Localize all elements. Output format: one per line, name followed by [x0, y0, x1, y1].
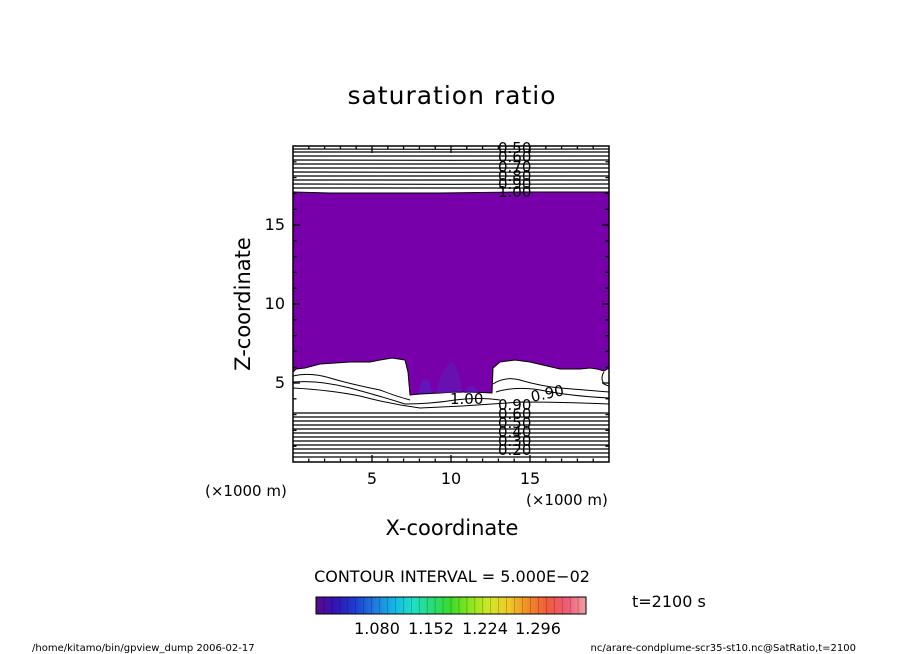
y-tick-label: 5: [275, 373, 285, 392]
z-unit-label: (×1000 m): [205, 482, 287, 500]
x-unit-label: (×1000 m): [526, 491, 608, 509]
contour-interval: CONTOUR INTERVAL = 5.000E−02: [314, 567, 590, 586]
colorbar-gradient: [316, 597, 586, 614]
x-tick-label: 5: [367, 469, 377, 488]
lower-contour-label: 0.90: [498, 396, 531, 414]
contour-line: [292, 381, 501, 405]
upper-contour-label: 0.60: [498, 148, 531, 166]
lower-contour-label: 0.60: [498, 405, 531, 423]
footer-right: nc/arare-condplume-scr35-st10.nc@SatRati…: [590, 643, 856, 654]
mid-contour-label: 1.00: [450, 390, 483, 408]
upper-contour-label: 0.90: [498, 175, 531, 193]
colorbar-label: 1.152: [408, 619, 454, 638]
contour-line: [292, 373, 411, 401]
x-axis-label: X-coordinate: [386, 516, 519, 540]
base-contour-lines: [292, 371, 610, 409]
colorbar-label: 1.224: [462, 619, 508, 638]
upper-contour-label: 1.00: [498, 183, 531, 201]
contour-line: [292, 387, 610, 409]
lower-contour-label: 0.20: [498, 441, 531, 459]
y-axis-label: Z-coordinate: [231, 237, 255, 371]
plume-cell: [418, 379, 432, 393]
upper-contour-label: 0.80: [498, 167, 531, 185]
plume-cell: [436, 362, 462, 393]
plot-area: 0.50 0.60 0.70 0.80 0.90 1.00 1.00 0.90 …: [292, 139, 610, 463]
time-label: t=2100 s: [632, 592, 706, 611]
lower-contour-label: 0.30: [498, 432, 531, 450]
upper-contour-label: 0.70: [498, 158, 531, 176]
lower-contour-lines: [293, 412, 609, 458]
footer-left: /home/kitamo/bin/gpview_dump 2006-02-17: [32, 643, 255, 654]
colorbar: [316, 597, 586, 614]
x-tick-label: 10: [441, 469, 461, 488]
axis-ticks: [293, 146, 609, 462]
contour-line: [495, 387, 610, 399]
lower-contour-label: 0.50: [498, 414, 531, 432]
x-tick-label: 15: [520, 469, 540, 488]
contour-line: [601, 371, 610, 387]
lower-contour-label: 0.40: [498, 423, 531, 441]
colorbar-frame: [315, 596, 587, 615]
colorbar-label: 1.296: [515, 619, 561, 638]
y-tick-label: 15: [265, 215, 285, 234]
chart-title: saturation ratio: [347, 81, 556, 110]
upper-contour-label: 0.50: [498, 139, 531, 157]
contour-line: [492, 378, 610, 393]
saturated-region: [292, 191, 610, 396]
colorbar-label: 1.080: [354, 619, 400, 638]
y-tick-label: 10: [265, 294, 285, 313]
contour-labels: 0.50 0.60 0.70 0.80 0.90 1.00 1.00 0.90 …: [450, 139, 566, 459]
plume-cell: [464, 385, 478, 393]
plume-cells: [418, 362, 478, 393]
